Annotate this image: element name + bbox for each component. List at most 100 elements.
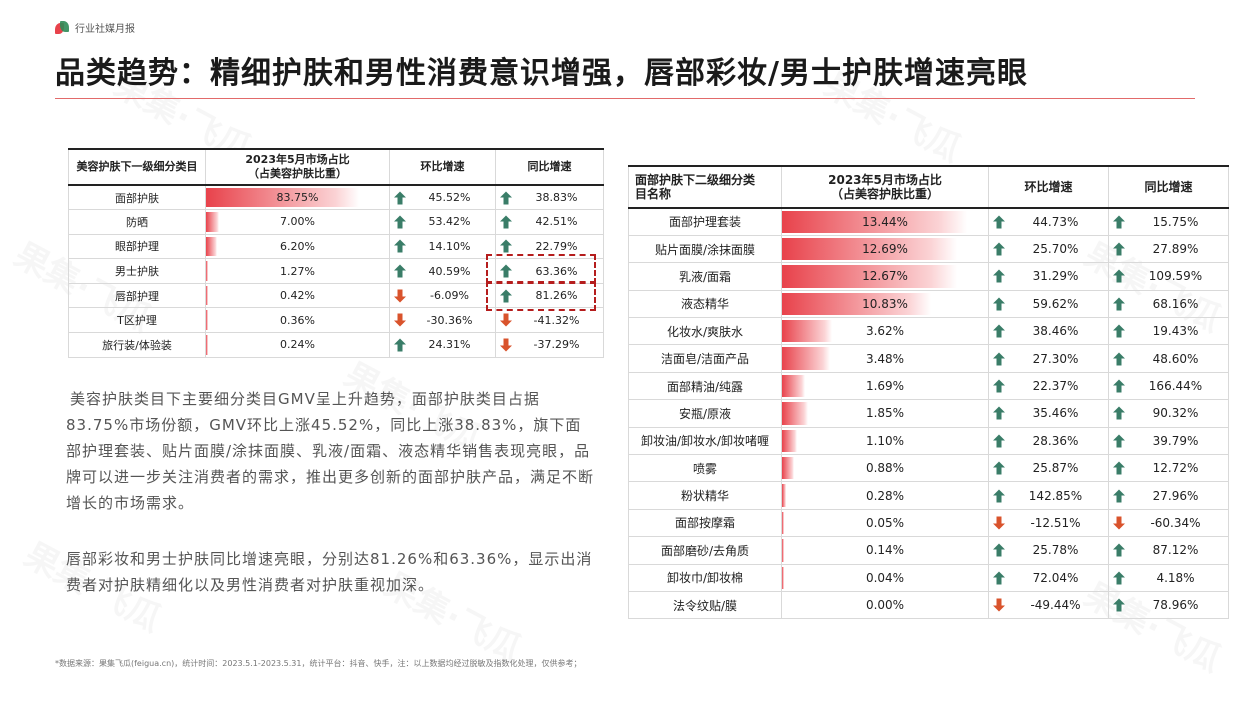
mom-growth-value: -12.51% — [1030, 515, 1081, 530]
market-share-value: 13.44% — [862, 214, 908, 229]
table-row: 面部按摩霜 0.05% -12.51% -60.34% — [628, 508, 1229, 538]
mom-growth-value: 14.10% — [428, 239, 471, 253]
mom-growth-cell: 28.36% — [988, 426, 1109, 456]
arrow-up-icon — [1113, 598, 1125, 612]
mom-growth-cell: 25.78% — [988, 536, 1109, 565]
market-share-cell: 6.20% — [205, 233, 390, 260]
market-share-bar — [782, 511, 785, 535]
arrow-up-icon — [993, 242, 1005, 256]
market-share-value: 0.24% — [280, 338, 315, 352]
mom-growth-value: 27.30% — [1032, 351, 1079, 366]
arrow-up-icon — [1113, 543, 1125, 557]
market-share-cell: 1.27% — [205, 258, 390, 284]
table-header-row: 面部护肤下二级细分类 目名称 2023年5月市场占比 （占美容护肤比重） 环比增… — [628, 165, 1229, 209]
market-share-cell: 0.00% — [781, 590, 989, 620]
arrow-up-icon — [394, 215, 406, 229]
mom-growth-value: -49.44% — [1030, 598, 1081, 613]
market-share-value: 3.48% — [865, 351, 905, 366]
table-header-row: 美容护肤下一级细分类目 2023年5月市场占比 （占美容护肤比重） 环比增速 同… — [68, 148, 604, 186]
market-share-cell: 0.05% — [781, 508, 989, 538]
page-title: 品类趋势：精细护肤和男性消费意识增强，唇部彩妆/男士护肤增速亮眼 — [55, 56, 1028, 91]
mom-growth-cell: -49.44% — [988, 590, 1109, 620]
mom-growth-value: 22.37% — [1032, 379, 1079, 394]
category-name: 卸妆油/卸妆水/卸妆啫喱 — [628, 426, 782, 456]
table-row: T区护理 0.36% -30.36% -41.32% — [68, 307, 604, 334]
table-row: 安瓶/原液 1.85% 35.46% 90.32% — [628, 399, 1229, 428]
arrow-down-icon — [394, 313, 406, 327]
table-row: 面部磨砂/去角质 0.14% 25.78% 87.12% — [628, 536, 1229, 565]
mom-growth-cell: 44.73% — [988, 207, 1109, 236]
yoy-growth-value: -41.32% — [533, 313, 580, 327]
market-share-value: 6.20% — [280, 239, 315, 253]
mom-growth-cell: 35.46% — [988, 399, 1109, 428]
arrow-up-icon — [993, 297, 1005, 311]
yoy-growth-value: 78.96% — [1152, 598, 1199, 613]
arrow-down-icon — [500, 313, 512, 327]
yoy-growth-value: 15.75% — [1152, 214, 1199, 229]
table-row: 洁面皂/洁面产品 3.48% 27.30% 48.60% — [628, 344, 1229, 373]
mom-growth-cell: 14.10% — [389, 233, 496, 260]
yoy-growth-cell: 68.16% — [1108, 289, 1229, 319]
yoy-growth-value: -60.34% — [1150, 515, 1201, 530]
table-row: 贴片面膜/涂抹面膜 12.69% 25.70% 27.89% — [628, 234, 1229, 264]
mom-growth-value: 72.04% — [1032, 570, 1079, 585]
category-name: 安瓶/原液 — [628, 399, 782, 428]
yoy-growth-value: 38.83% — [535, 191, 578, 205]
arrow-up-icon — [500, 239, 512, 253]
yoy-growth-cell: 19.43% — [1108, 317, 1229, 346]
highlight-box-lip-care — [486, 281, 596, 311]
table-row: 液态精华 10.83% 59.62% 68.16% — [628, 289, 1229, 319]
yoy-growth-cell: 166.44% — [1108, 371, 1229, 401]
yoy-growth-value: 63.36% — [535, 264, 578, 278]
market-share-cell: 0.24% — [205, 332, 390, 358]
mom-growth-cell: 25.87% — [988, 454, 1109, 483]
mom-growth-cell: 59.62% — [988, 289, 1109, 319]
market-share-cell: 0.14% — [781, 536, 989, 565]
category-name: 化妆水/爽肤水 — [628, 317, 782, 346]
arrow-up-icon — [1113, 269, 1125, 283]
yoy-growth-value: 19.43% — [1152, 324, 1199, 339]
category-name: 贴片面膜/涂抹面膜 — [628, 234, 782, 264]
market-share-bar — [782, 539, 785, 562]
market-share-value: 1.27% — [280, 264, 315, 278]
category-name: 眼部护理 — [68, 233, 206, 260]
market-share-bar — [782, 457, 795, 480]
arrow-up-icon — [1113, 571, 1125, 585]
category-name: 面部护肤 — [68, 184, 206, 211]
table-row: 面部护肤 83.75% 45.52% 38.83% — [68, 184, 604, 211]
arrow-down-icon — [993, 516, 1005, 530]
market-share-cell: 3.48% — [781, 344, 989, 373]
mom-growth-cell: -12.51% — [988, 508, 1109, 538]
arrow-up-icon — [1113, 406, 1125, 420]
header-category: 面部护肤下二级细分类 目名称 — [628, 165, 782, 209]
yoy-growth-value: 166.44% — [1148, 379, 1203, 394]
market-share-value: 12.69% — [862, 242, 908, 257]
yoy-growth-cell: 81.26% — [495, 282, 604, 309]
market-share-value: 0.14% — [865, 543, 905, 558]
arrow-up-icon — [993, 434, 1005, 448]
level2-facial-category-table: 面部护肤下二级细分类 目名称 2023年5月市场占比 （占美容护肤比重） 环比增… — [628, 165, 1229, 620]
market-share-value: 1.85% — [865, 406, 905, 421]
brand-header: 行业社媒月报 — [55, 20, 135, 35]
table-row: 卸妆巾/卸妆棉 0.04% 72.04% 4.18% — [628, 563, 1229, 592]
market-share-cell: 10.83% — [781, 289, 989, 319]
market-share-value: 0.04% — [865, 570, 905, 585]
mom-growth-value: 142.85% — [1028, 488, 1083, 503]
yoy-growth-cell: 42.51% — [495, 209, 604, 235]
market-share-bar — [782, 292, 932, 316]
header-mom: 环比增速 — [988, 165, 1109, 209]
category-name: 唇部护理 — [68, 282, 206, 309]
arrow-down-icon — [500, 338, 512, 352]
arrow-up-icon — [1113, 242, 1125, 256]
table-row: 唇部护理 0.42% -6.09% 81.26% — [68, 282, 604, 309]
category-name: 旅行装/体验装 — [68, 332, 206, 358]
mom-growth-value: 25.78% — [1032, 543, 1079, 558]
arrow-up-icon — [1113, 297, 1125, 311]
arrow-up-icon — [993, 324, 1005, 338]
category-name: 法令纹贴/膜 — [628, 590, 782, 620]
arrow-up-icon — [1113, 324, 1125, 338]
title-divider — [55, 98, 1195, 99]
arrow-up-icon — [500, 191, 512, 205]
yoy-growth-value: 4.18% — [1156, 570, 1195, 585]
category-name: 面部磨砂/去角质 — [628, 536, 782, 565]
